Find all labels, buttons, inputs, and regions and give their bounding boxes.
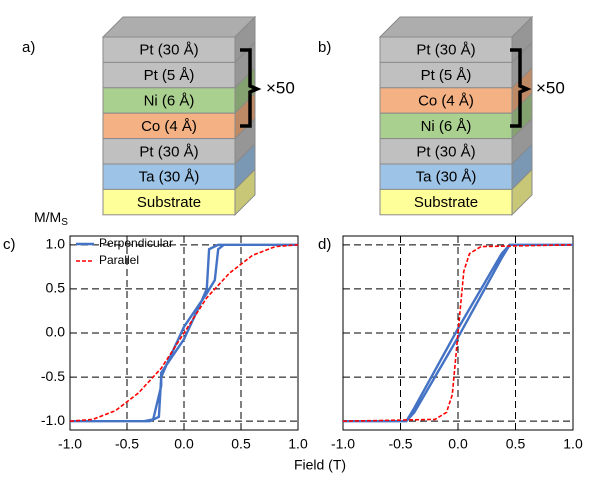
legend-label: Parallel — [99, 253, 139, 267]
top-face — [101, 16, 257, 38]
panel-label: a) — [22, 39, 35, 56]
layer — [379, 163, 513, 190]
repeat-bracket — [240, 48, 262, 128]
plot-frame — [342, 235, 574, 431]
x-tick-label: 1.0 — [288, 436, 308, 452]
layer — [102, 36, 236, 63]
repeat-label: ×50 — [266, 78, 295, 97]
x-tick-label: -0.5 — [388, 436, 412, 452]
x-axis-label: Field (T) — [294, 457, 346, 473]
layer-label: Co (4 Å) — [141, 118, 197, 135]
layer — [102, 112, 236, 140]
x-tick-label: 0.0 — [448, 436, 468, 452]
layer — [102, 87, 236, 114]
y-label-main: M/M — [34, 209, 61, 225]
top-face — [378, 16, 534, 38]
layer-label: Ni (6 Å) — [421, 118, 472, 135]
data-line — [69, 244, 299, 422]
layer — [379, 61, 513, 89]
layer-label: Ta (30 Å) — [139, 169, 200, 186]
data-line — [70, 243, 298, 423]
x-tick-label: 0.5 — [506, 436, 526, 452]
x-tick-label: -0.5 — [115, 436, 139, 452]
layer — [379, 36, 513, 63]
data-line — [342, 244, 574, 422]
layer-label: Pt (5 Å) — [144, 67, 195, 84]
y-tick-label: 0.0 — [46, 324, 66, 340]
layer — [379, 188, 513, 216]
layer-label: Substrate — [414, 194, 478, 211]
panel-label: b) — [318, 39, 331, 56]
y-label-sub: S — [61, 217, 68, 228]
repeat-bracket — [510, 48, 532, 128]
layer-label: Pt (30 Å) — [139, 143, 198, 160]
y-tick-label: -0.5 — [41, 368, 65, 384]
layer-label: Ta (30 Å) — [416, 169, 477, 186]
layer-label: Pt (30 Å) — [139, 42, 198, 59]
layer-label: Ni (6 Å) — [144, 92, 195, 109]
legend-label: Perpendicular — [99, 236, 173, 250]
y-axis-label: M/MS — [34, 209, 68, 228]
y-tick-label: 0.5 — [46, 280, 66, 296]
layer-label: Pt (5 Å) — [421, 67, 472, 84]
repeat-label: ×50 — [536, 78, 565, 97]
x-tick-label: 0.0 — [174, 436, 194, 452]
y-tick-label: -1.0 — [41, 412, 65, 428]
layer — [379, 112, 513, 140]
layer-label: Co (4 Å) — [418, 92, 474, 109]
layer-label: Pt (30 Å) — [416, 42, 475, 59]
plot-frame — [69, 235, 299, 431]
layer-label: Substrate — [137, 194, 201, 211]
panel-label: d) — [318, 236, 331, 253]
panel-label: c) — [3, 236, 16, 253]
layer-label: Pt (30 Å) — [416, 143, 475, 160]
y-tick-label: 1.0 — [46, 236, 66, 252]
layer — [102, 138, 236, 165]
layer — [102, 188, 236, 216]
x-tick-label: -1.0 — [331, 436, 355, 452]
x-tick-label: 1.0 — [563, 436, 583, 452]
x-tick-label: -1.0 — [58, 436, 82, 452]
x-tick-label: 0.5 — [231, 436, 251, 452]
